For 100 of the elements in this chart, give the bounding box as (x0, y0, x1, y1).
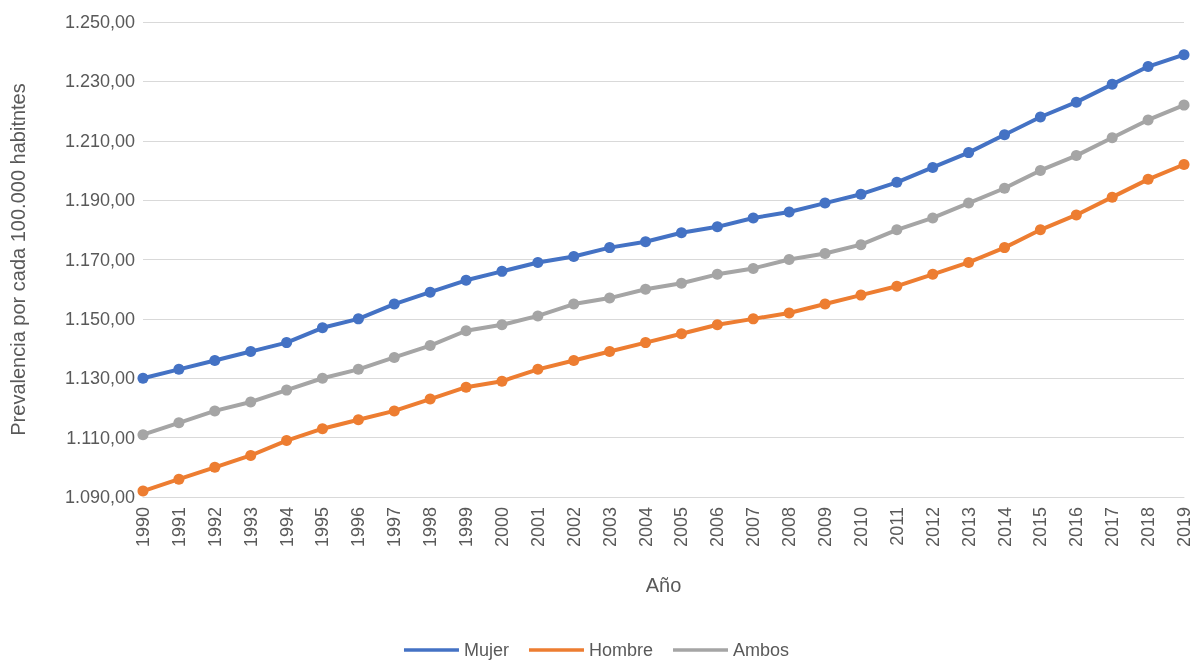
x-tick-label: 2002 (563, 507, 584, 548)
point (245, 396, 257, 408)
y-tick-label: 1.110,00 (66, 427, 135, 448)
x-tick-label: 2011 (886, 507, 907, 546)
y-axis-title: Prevalencia por cada 100.000 habitntes (7, 83, 29, 436)
point (388, 351, 400, 363)
x-tick-label: 2010 (850, 507, 871, 548)
y-tick-label: 1.230,00 (64, 71, 135, 92)
x-tick-label: 1995 (312, 507, 333, 548)
x-axis-title: Año (645, 574, 682, 596)
point (173, 363, 185, 375)
x-tick-label: 1992 (204, 507, 225, 548)
legend-label: Mujer (463, 640, 509, 660)
point (209, 405, 221, 417)
x-tick-label: 1996 (348, 507, 369, 548)
point (891, 224, 903, 236)
point (137, 372, 149, 384)
point (783, 307, 795, 319)
point (1178, 99, 1190, 111)
y-tick-label: 1.130,00 (64, 368, 135, 389)
point (496, 375, 508, 387)
x-tick-label: 2003 (599, 507, 620, 548)
x-tick-label: 2014 (994, 507, 1015, 548)
point (927, 212, 939, 224)
point (640, 236, 652, 248)
point (855, 289, 867, 301)
point (209, 354, 221, 366)
x-tick-label: 2012 (922, 507, 943, 548)
point (711, 319, 723, 331)
point (1034, 164, 1046, 176)
x-tick-label: 2013 (958, 507, 979, 548)
x-tick-label: 2019 (1174, 507, 1193, 548)
point (316, 372, 328, 384)
point (891, 280, 903, 292)
legend-label: Ambos (733, 640, 790, 660)
x-tick-label: 2000 (491, 507, 512, 548)
point (711, 221, 723, 233)
point (1070, 209, 1082, 221)
x-tick-label: 1999 (456, 507, 477, 548)
point (999, 182, 1011, 194)
point (568, 354, 580, 366)
x-tick-label: 2006 (707, 507, 728, 548)
x-tick-label: 2001 (527, 507, 548, 548)
point (711, 268, 723, 280)
point (1070, 150, 1082, 162)
x-tick-label: 2004 (635, 507, 656, 548)
point (532, 310, 544, 322)
point (604, 242, 616, 254)
point (963, 147, 975, 159)
point (604, 346, 616, 358)
point (137, 485, 149, 497)
point (568, 298, 580, 310)
point (281, 435, 293, 447)
y-tick-label: 1.090,00 (64, 487, 135, 507)
point (352, 313, 364, 325)
point (747, 212, 759, 224)
point (532, 256, 544, 268)
point (460, 381, 472, 393)
point (1106, 132, 1118, 144)
point (1070, 96, 1082, 108)
x-tick-label: 1990 (133, 507, 153, 548)
point (675, 227, 687, 239)
y-tick-label: 1.210,00 (64, 130, 135, 151)
point (675, 328, 687, 340)
point (209, 461, 221, 473)
point (819, 197, 831, 209)
point (496, 265, 508, 277)
point (388, 298, 400, 310)
x-tick-label: 2016 (1066, 507, 1087, 548)
y-tick-label: 1.170,00 (64, 249, 135, 270)
point (460, 325, 472, 337)
x-tick-label: 2005 (671, 507, 692, 548)
point (388, 405, 400, 417)
x-tick-label: 1991 (168, 507, 189, 548)
point (927, 268, 939, 280)
x-tick-label: 2018 (1138, 507, 1159, 548)
point (532, 363, 544, 375)
y-tick-label: 1.150,00 (64, 308, 135, 329)
point (783, 254, 795, 265)
x-tick-label: 1994 (276, 507, 297, 548)
point (819, 298, 831, 310)
point (1142, 61, 1154, 73)
x-tick-label: 2009 (815, 507, 836, 548)
y-tick-label: 1.250,00 (64, 12, 135, 32)
point (1178, 49, 1190, 61)
point (424, 286, 436, 298)
point (1106, 78, 1118, 90)
point (173, 417, 185, 429)
point (568, 251, 580, 263)
point (316, 322, 328, 334)
y-tick-label: 1.190,00 (64, 190, 135, 211)
x-tick-label: 2017 (1102, 507, 1123, 548)
point (819, 248, 831, 260)
legend-label: Hombre (588, 640, 654, 660)
point (496, 319, 508, 331)
x-tick-label: 2008 (779, 507, 800, 548)
point (963, 197, 975, 209)
point (640, 283, 652, 295)
point (281, 337, 293, 349)
point (604, 292, 616, 304)
